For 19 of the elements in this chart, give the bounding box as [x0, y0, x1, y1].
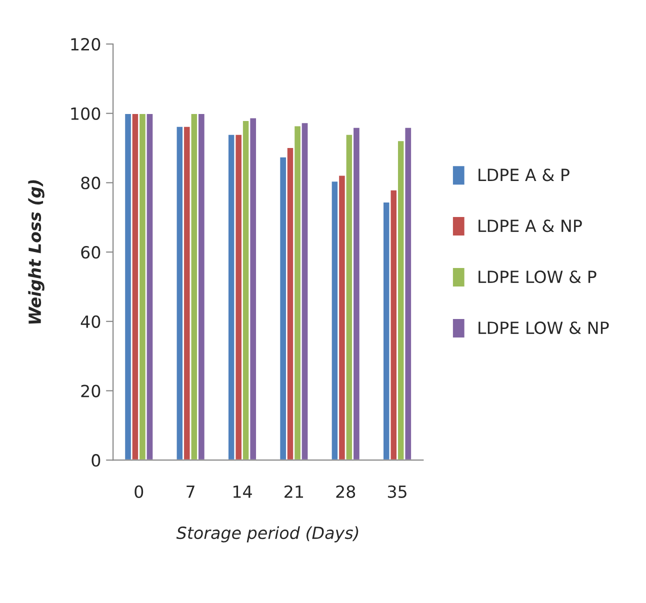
x-tick-label: 21 [284, 485, 303, 498]
y-tick-label: 40 [80, 315, 100, 328]
legend-label: LDPE A & NP [478, 220, 582, 232]
legend-label: LDPE LOW & P [478, 270, 596, 284]
legend-label: LDPE A & P [478, 168, 570, 182]
y-tick-label: 100 [71, 107, 100, 120]
y-axis-title: Weight Loss (g) [28, 180, 44, 324]
x-tick-label: 28 [336, 485, 356, 498]
x-axis-title: Storage period (Days) [176, 526, 358, 542]
y-tick-label: 20 [81, 384, 100, 398]
y-tick-label: 60 [81, 246, 100, 259]
y-tick-label: 0 [92, 454, 100, 467]
x-tick-label: 0 [134, 485, 144, 498]
y-tick-label: 80 [81, 176, 100, 190]
x-tick-label: 35 [388, 485, 406, 498]
y-tick-label: 120 [71, 38, 100, 51]
x-tick-label: 14 [233, 486, 252, 498]
legend-label: LDPE LOW & NP [478, 321, 609, 334]
x-tick-label: 7 [186, 486, 194, 498]
